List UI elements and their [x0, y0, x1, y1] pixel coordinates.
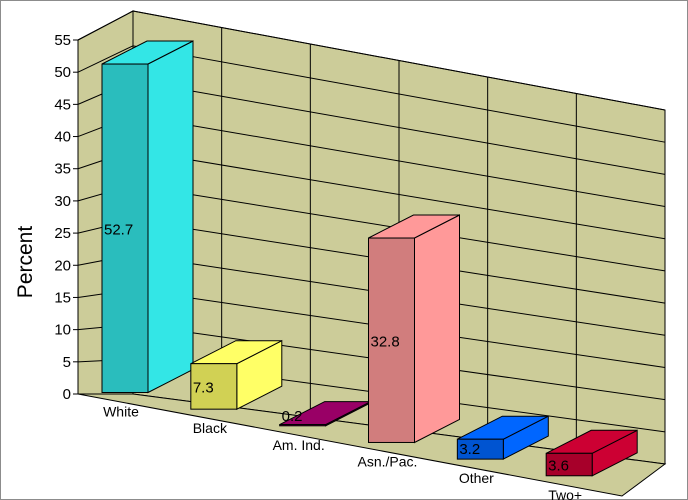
bar-black	[190, 339, 283, 411]
chart-bars	[101, 40, 638, 477]
data-label: 7.3	[193, 379, 214, 396]
bar-white	[101, 40, 194, 394]
data-label: 3.6	[548, 458, 569, 475]
bar-two	[545, 429, 638, 477]
y-tick-label: 30	[54, 193, 71, 210]
category-label: Other	[459, 470, 494, 486]
category-label: White	[103, 404, 139, 420]
chart-labels: 52.7 White 7.3 Black 0.2 Am. Ind. 32.8 Asn./Pac…	[103, 221, 582, 500]
category-label: Asn./Pac.	[358, 453, 418, 469]
bar-other	[456, 415, 549, 460]
category-label: Am. Ind.	[273, 437, 325, 453]
y-tick-label: 35	[54, 161, 71, 178]
y-tick-label: 15	[54, 289, 71, 306]
bar-front-face	[368, 237, 415, 443]
bar-front-face	[456, 438, 504, 460]
y-tick-label: 20	[54, 257, 71, 274]
y-axis: 0 5 10 15 20 25 30 35 40 45 50 55	[54, 32, 79, 403]
gridline-side	[77, 10, 134, 41]
y-tick-label: 25	[54, 225, 71, 242]
y-tick-label: 45	[54, 96, 71, 113]
category-label: Black	[193, 420, 228, 436]
y-tick-label: 0	[63, 386, 71, 403]
y-tick-label: 10	[54, 322, 71, 339]
y-tick-label: 5	[63, 354, 71, 371]
y-tick-label: 50	[54, 64, 71, 81]
bar-front-face	[545, 452, 593, 477]
y-axis-label: Percent	[14, 226, 37, 299]
y-tick-label: 40	[54, 129, 71, 146]
data-label: 3.2	[459, 441, 480, 458]
data-label: 52.7	[104, 221, 133, 238]
bar-front-face	[101, 63, 149, 393]
gridline-side	[77, 45, 134, 73]
data-label: 32.8	[371, 333, 400, 350]
bar-asn-pac	[368, 214, 460, 444]
data-label: 0.2	[282, 408, 303, 425]
floor	[77, 393, 667, 497]
bar-side-face	[414, 214, 460, 444]
category-label: Two+	[548, 487, 582, 500]
bar-front-face	[190, 363, 238, 410]
bar-side-face	[147, 40, 194, 394]
y-tick-label: 55	[54, 32, 71, 49]
bar-front-face	[279, 424, 327, 427]
